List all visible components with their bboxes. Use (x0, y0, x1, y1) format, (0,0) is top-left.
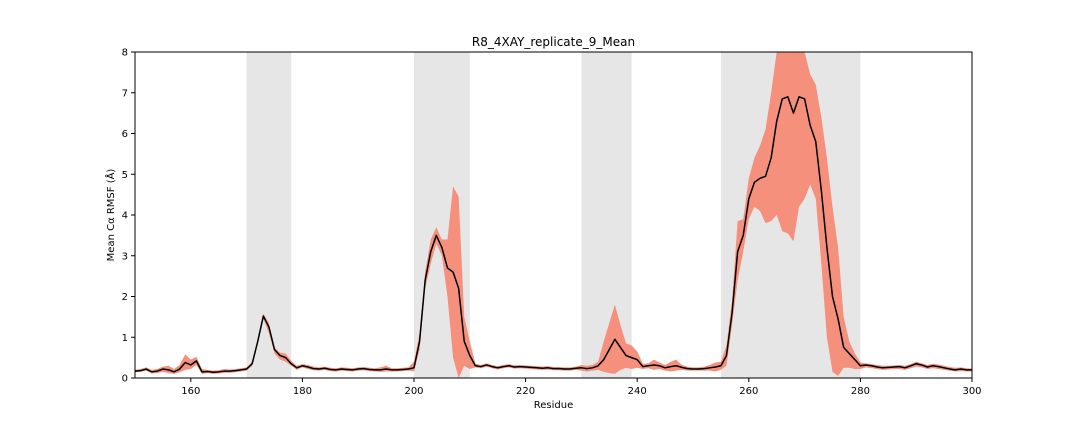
y-tick-label-2: 2 (122, 292, 128, 303)
y-tick-label-0: 0 (122, 374, 128, 385)
y-axis-label: Mean Cα RMSF (Å) (104, 169, 117, 262)
x-tick-label-180: 180 (293, 386, 312, 397)
mean-line (135, 96, 972, 374)
chart-title: R8_4XAY_replicate_9_Mean (472, 35, 635, 49)
x-tick-label-300: 300 (962, 386, 981, 397)
y-tick-label-5: 5 (122, 170, 128, 181)
x-axis-label: Residue (534, 400, 573, 411)
x-tick-label-220: 220 (516, 386, 535, 397)
x-tick-label-260: 260 (739, 386, 758, 397)
x-tick-label-280: 280 (851, 386, 870, 397)
y-tick-label-3: 3 (122, 251, 128, 262)
y-tick-label-1: 1 (122, 333, 128, 344)
plot-area (135, 52, 972, 378)
x-tick-label-240: 240 (628, 386, 647, 397)
x-tick-label-200: 200 (404, 386, 423, 397)
y-tick-label-4: 4 (122, 211, 128, 222)
shaded-region-2 (581, 52, 632, 378)
y-tick-label-7: 7 (122, 88, 128, 99)
x-tick-label-160: 160 (181, 386, 200, 397)
y-tick-label-6: 6 (122, 129, 128, 140)
y-tick-label-8: 8 (122, 48, 128, 59)
